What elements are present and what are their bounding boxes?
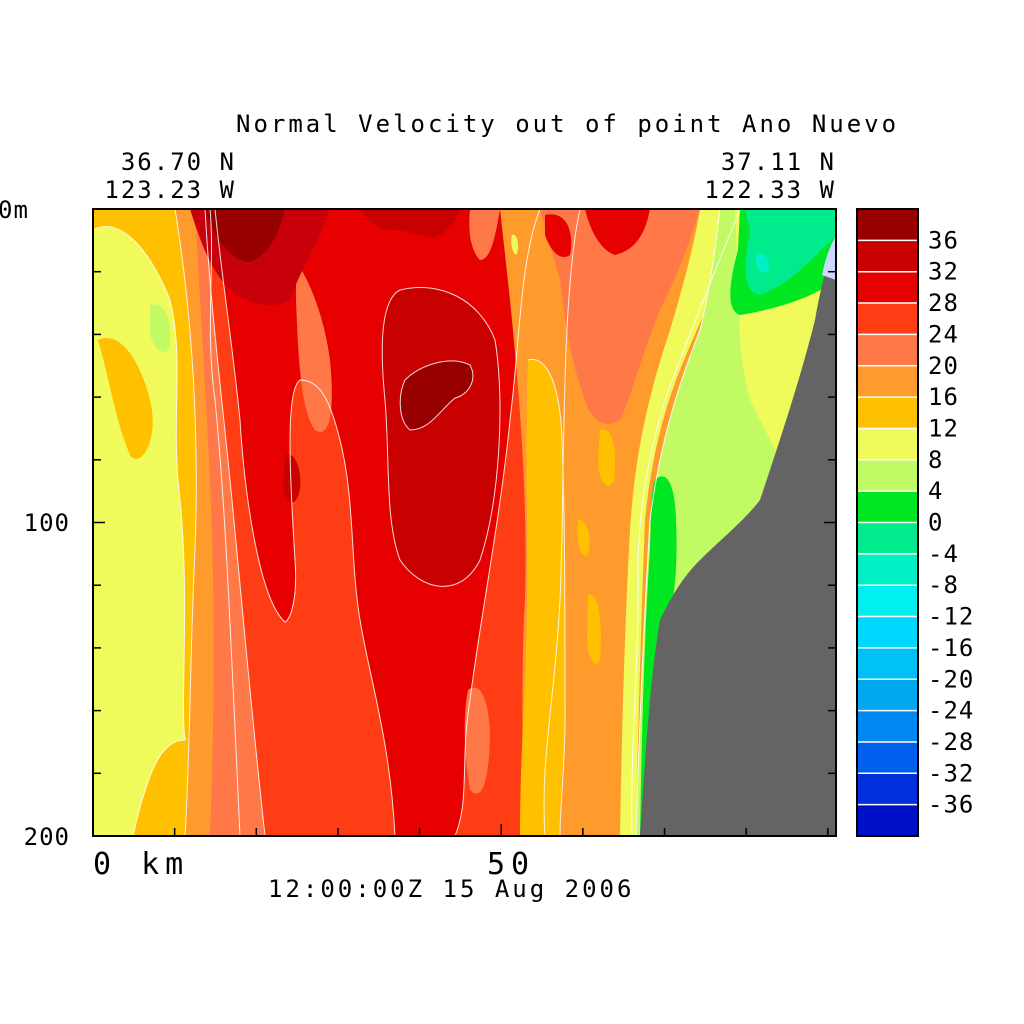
- colorbar-swatch: [857, 679, 918, 712]
- x-tick-label-50: 50: [487, 847, 535, 882]
- colorbar-label: -24: [928, 697, 974, 725]
- colorbar-swatch: [857, 334, 918, 367]
- colorbar-swatch: [857, 365, 918, 398]
- colorbar-swatch: [857, 240, 918, 273]
- colorbar-swatch: [857, 459, 918, 492]
- colorbar-label: 0: [928, 509, 943, 537]
- colorbar-swatch: [857, 491, 918, 523]
- x-tick-label-0: 0 km: [93, 847, 189, 882]
- colorbar-label: -4: [928, 540, 959, 568]
- colorbar-label: -8: [928, 571, 959, 599]
- colorbar-swatch: [857, 271, 918, 304]
- colorbar-swatch: [857, 428, 918, 461]
- colorbar-swatch: [857, 647, 918, 680]
- colorbar-label: 20: [928, 352, 959, 380]
- colorbar-label: 12: [928, 414, 959, 442]
- colorbar-frame: [856, 208, 919, 837]
- start-latitude: 36.70 N: [121, 148, 236, 176]
- colorbar-swatch: [857, 741, 918, 774]
- timestamp: 12:00:00Z 15 Aug 2006: [268, 875, 634, 903]
- colorbar: 36 32 28 24 20 16 12 8 4 0 -4 -8 -12 -16 -20 -24 -28 -32 -…: [856, 208, 974, 837]
- y-tick-label-100: 100: [24, 509, 70, 537]
- colorbar-swatch: [857, 804, 918, 837]
- colorbar-label: 16: [928, 383, 959, 411]
- colorbar-swatch: [857, 553, 918, 586]
- colorbar-swatch: [857, 585, 918, 618]
- colorbar-label: 24: [928, 320, 959, 348]
- colorbar-label: -20: [928, 665, 974, 693]
- contour-field: [93, 209, 836, 836]
- colorbar-label: -32: [928, 759, 974, 787]
- start-longitude: 123.23 W: [104, 176, 236, 204]
- colorbar-swatch: [857, 397, 918, 429]
- end-latitude: 37.11 N: [721, 148, 836, 176]
- colorbar-label: -28: [928, 728, 974, 756]
- colorbar-label: 4: [928, 477, 943, 505]
- axis-ticks: [93, 208, 836, 837]
- colorbar-swatch: [857, 616, 918, 649]
- colorbar-swatch: [857, 303, 918, 335]
- colorbar-label: -36: [928, 791, 974, 819]
- colorbar-swatch: [857, 710, 918, 743]
- end-longitude: 122.33 W: [704, 176, 836, 204]
- y-tick-label-200: 200: [24, 823, 70, 851]
- colorbar-label: -16: [928, 634, 974, 662]
- colorbar-label: -12: [928, 603, 974, 631]
- chart-title: Normal Velocity out of point Ano Nuevo: [236, 110, 899, 138]
- colorbar-swatch: [857, 773, 918, 806]
- colorbar-label: 8: [928, 446, 943, 474]
- colorbar-label: 28: [928, 289, 959, 317]
- colorbar-swatch: [857, 209, 918, 241]
- colorbar-label: 32: [928, 258, 959, 286]
- y-axis-top-label: 0m: [0, 196, 29, 224]
- colorbar-swatch: [857, 522, 918, 555]
- colorbar-label: 36: [928, 226, 959, 254]
- land-mask: [640, 236, 836, 836]
